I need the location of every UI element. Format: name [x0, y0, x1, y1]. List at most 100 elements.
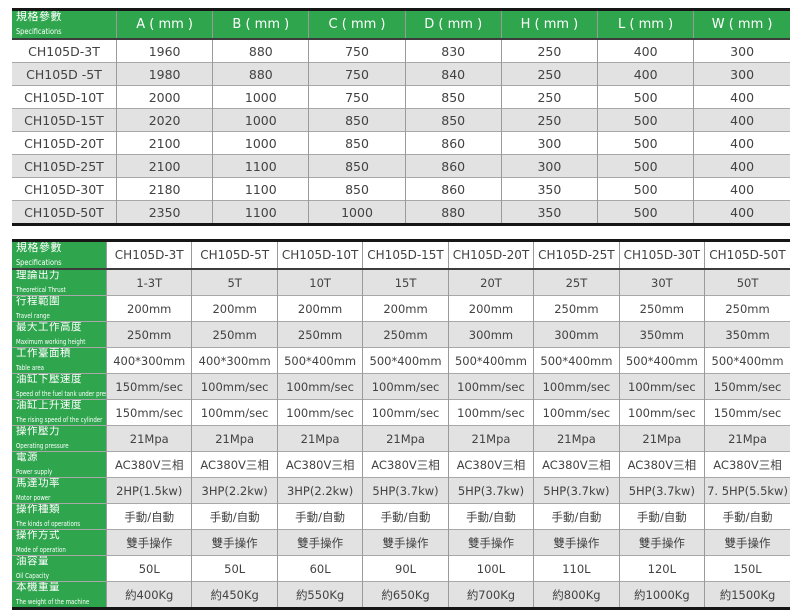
specification-row: 操作方式 Mode of operation 雙手操作 雙手操作 雙手操作 雙手操作 雙手操… — [12, 529, 790, 556]
specification-row: 油缸上升速度 The rising speed of the cylinder 15… — [12, 399, 790, 426]
spec-value-cell: 100mm/sec — [618, 399, 706, 426]
spec-value-cell: 21Mpa — [276, 425, 364, 452]
spec-value-cell: 21Mpa — [704, 425, 790, 452]
dimension-value-cell: 500 — [597, 177, 695, 201]
spec-value-cell: 250mm — [362, 321, 449, 348]
dimension-value-cell: 750 — [308, 62, 406, 86]
dimension-value-cell: 2350 — [115, 200, 214, 225]
spec-row-label: 工作臺面積 Table area — [12, 347, 107, 374]
dimension-value-cell: 2100 — [115, 154, 214, 178]
dimension-value-cell: 2020 — [115, 108, 214, 132]
corner-label-zh: 規格參數 — [16, 241, 62, 254]
specifications-header-row: 規格參數 Specifications CH105D-3T CH105D-5T CH… — [12, 240, 790, 269]
dimension-value-cell: 300 — [500, 154, 599, 178]
spec-value-cell: 雙手操作 — [533, 529, 620, 556]
spec-value-cell: 100mm/sec — [447, 399, 535, 426]
dimension-value-cell: 400 — [597, 62, 695, 86]
dimension-value-cell: 350 — [500, 177, 599, 201]
spec-value-cell: 21Mpa — [618, 425, 706, 452]
model-column-header: CH105D-50T — [704, 240, 790, 269]
spec-label-zh: 操作壓力 — [16, 425, 60, 437]
spec-value-cell: AC380V三相 — [362, 451, 449, 478]
spec-value-cell: 200mm — [276, 295, 364, 322]
spec-value-cell: 250mm — [704, 295, 790, 322]
spec-value-cell: 150mm/sec — [704, 373, 790, 400]
spec-value-cell: 500*400mm — [533, 347, 620, 374]
model-name-cell: CH105D-50T — [12, 200, 117, 225]
corner-label-en: Specifications — [16, 27, 62, 36]
spec-value-cell: 15T — [362, 269, 449, 296]
model-column-header: CH105D-15T — [362, 240, 449, 269]
dimension-value-cell: 1000 — [212, 131, 310, 155]
spec-value-cell: 300mm — [533, 321, 620, 348]
spec-value-cell: 雙手操作 — [105, 529, 193, 556]
spec-label-en: Motor power — [16, 494, 51, 502]
dimension-value-cell: 300 — [693, 39, 790, 63]
spec-value-cell: 350mm — [704, 321, 790, 348]
spec-value-cell: 50L — [191, 555, 278, 582]
spec-value-cell: 30T — [618, 269, 706, 296]
dimension-value-cell: 400 — [693, 85, 790, 109]
specifications-table: 規格參數 Specifications CH105D-3T CH105D-5T CH… — [12, 239, 790, 610]
spec-label-zh: 工作臺面積 — [16, 347, 71, 359]
spec-value-cell: 約1500Kg — [704, 581, 790, 609]
dimension-value-cell: 840 — [404, 62, 502, 86]
dimension-value-cell: 500 — [597, 108, 695, 132]
spec-value-cell: 100mm/sec — [362, 399, 449, 426]
dim-column-header: L ( mm ) — [597, 9, 695, 39]
spec-value-cell: AC380V三相 — [533, 451, 620, 478]
spec-value-cell: 雙手操作 — [276, 529, 364, 556]
dim-column-header: C ( mm ) — [308, 9, 406, 39]
specification-row: 最大工作高度 Maximum working height 250mm 250mm 25… — [12, 321, 790, 348]
spec-value-cell: 100mm/sec — [191, 399, 278, 426]
specification-row: 本機重量 The weight of the machine 約400Kg 約450K… — [12, 581, 790, 609]
specification-row: 操作壓力 Operating pressure 21Mpa 21Mpa 21Mpa 21M… — [12, 425, 790, 452]
model-column-header: CH105D-3T — [105, 240, 193, 269]
spec-value-cell: AC380V三相 — [276, 451, 364, 478]
dimension-value-cell: 400 — [693, 108, 790, 132]
spec-value-cell: 100mm/sec — [276, 399, 364, 426]
spec-value-cell: 500*400mm — [362, 347, 449, 374]
spec-label-en: Travel range — [16, 312, 50, 320]
dimension-value-cell: 850 — [308, 108, 406, 132]
spec-label-en: Theoretical Thrust — [16, 286, 66, 294]
dimensions-row: CH105D-20T 2100 1000 850 860 300 500 400 — [12, 131, 790, 155]
spec-label-en: Maximum working height — [16, 338, 86, 346]
dimensions-table: 規格參數 Specifications A ( mm ) B ( mm ) C ( … — [12, 8, 790, 226]
spec-label-en: The weight of the machine — [16, 598, 90, 606]
spec-value-cell: 21Mpa — [191, 425, 278, 452]
spec-row-label: 電源 Power supply — [12, 451, 107, 478]
dimension-value-cell: 250 — [500, 39, 599, 63]
spec-value-cell: 雙手操作 — [447, 529, 535, 556]
spec-value-cell: 5HP(3.7kw) — [618, 477, 706, 504]
spec-row-label: 本機重量 The weight of the machine — [12, 581, 107, 609]
spec-label-zh: 本機重量 — [16, 581, 60, 593]
spec-value-cell: 21Mpa — [105, 425, 193, 452]
dimension-value-cell: 1980 — [115, 62, 214, 86]
specifications-table-body: 理論出力 Theoretical Thrust 1-3T 5T 10T 15T 20T 25T… — [12, 269, 790, 609]
spec-label-zh: 馬達功率 — [16, 477, 60, 489]
spec-value-cell: 雙手操作 — [362, 529, 449, 556]
spec-value-cell: 500*400mm — [704, 347, 790, 374]
dimension-value-cell: 1960 — [115, 39, 214, 63]
spec-label-zh: 油缸下壓速度 — [16, 373, 82, 385]
dimension-value-cell: 750 — [308, 85, 406, 109]
spec-row-label: 馬達功率 Motor power — [12, 477, 107, 504]
dimensions-row: CH105D-50T 2350 1100 1000 880 350 500 400 — [12, 200, 790, 225]
spec-row-label: 油缸下壓速度 Speed of the fuel tank under press… — [12, 373, 107, 400]
spec-value-cell: 21Mpa — [362, 425, 449, 452]
dimension-value-cell: 860 — [404, 177, 502, 201]
dim-column-header: H ( mm ) — [500, 9, 599, 39]
spec-value-cell: 25T — [533, 269, 620, 296]
dim-column-header: B ( mm ) — [212, 9, 310, 39]
dimension-value-cell: 1100 — [212, 200, 310, 225]
dimension-value-cell: 300 — [500, 131, 599, 155]
corner-label-zh: 規格參數 — [16, 10, 62, 23]
dimension-value-cell: 250 — [500, 62, 599, 86]
spec-value-cell: 350mm — [618, 321, 706, 348]
spec-value-cell: 200mm — [447, 295, 535, 322]
dimension-value-cell: 1100 — [212, 154, 310, 178]
spec-value-cell: 10T — [276, 269, 364, 296]
spec-value-cell: 手動/自動 — [362, 503, 449, 530]
spec-value-cell: 手動/自動 — [447, 503, 535, 530]
